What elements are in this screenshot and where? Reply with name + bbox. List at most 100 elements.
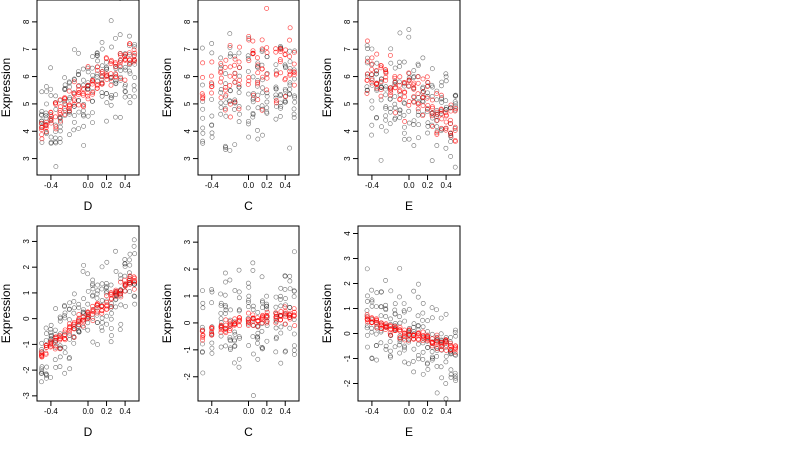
data-point-black xyxy=(402,124,407,130)
data-point-red xyxy=(392,74,398,79)
y-tick-label: 6 xyxy=(183,74,192,79)
data-point-black xyxy=(434,307,439,313)
data-point-black xyxy=(223,71,228,77)
y-tick-label: 6 xyxy=(343,74,352,79)
data-point-black xyxy=(273,84,279,90)
data-point-black xyxy=(62,87,68,93)
data-point-red xyxy=(420,88,426,94)
data-point-black xyxy=(264,71,270,76)
data-point-black xyxy=(401,112,407,118)
data-point-black xyxy=(95,342,100,347)
data-point-red xyxy=(388,90,394,95)
data-point-black xyxy=(282,286,288,292)
data-point-red xyxy=(425,80,431,86)
data-point-black xyxy=(434,124,440,130)
data-point-black xyxy=(246,304,251,310)
data-point-black xyxy=(287,278,293,284)
data-point-black xyxy=(218,333,224,339)
data-point-red xyxy=(85,90,91,96)
data-point-red xyxy=(71,321,77,327)
data-point-red xyxy=(127,41,133,47)
data-point-black xyxy=(273,334,279,340)
data-point-black xyxy=(411,68,417,73)
data-point-red xyxy=(429,340,435,346)
data-point-black xyxy=(81,123,86,129)
data-point-red xyxy=(392,326,398,332)
data-point-red xyxy=(452,127,458,133)
data-point-black xyxy=(278,285,284,291)
y-tick-label: -2 xyxy=(343,379,352,387)
data-point-black xyxy=(411,288,417,294)
y-axis-label: Expression xyxy=(160,284,174,343)
data-point-red xyxy=(227,83,233,88)
data-point-red xyxy=(291,313,297,319)
y-tick-label: 4 xyxy=(343,128,352,133)
data-point-black xyxy=(122,261,128,267)
data-point-black xyxy=(67,366,73,372)
data-point-black xyxy=(264,301,270,307)
data-point-red xyxy=(434,332,440,338)
x-tick-label: -0.4 xyxy=(205,181,219,190)
data-point-red xyxy=(71,326,77,332)
data-point-red xyxy=(447,117,453,123)
data-point-black xyxy=(425,360,430,366)
data-point-black xyxy=(277,100,283,106)
data-point-black xyxy=(287,273,293,279)
data-point-black xyxy=(411,143,417,148)
data-point-red xyxy=(434,131,440,137)
data-point-black xyxy=(378,304,384,310)
points-layer xyxy=(364,266,459,401)
data-point-red xyxy=(131,47,137,53)
data-point-red xyxy=(108,61,114,67)
data-point-black xyxy=(90,110,95,116)
data-point-black xyxy=(85,113,91,119)
data-point-red xyxy=(283,94,288,100)
panel-bottom-right: -0.4 0.0 0.2 0.4 -2 -1 0 1 2 3 4 E Expression xyxy=(320,225,461,439)
y-tick-label: 0 xyxy=(22,316,31,321)
data-point-red xyxy=(227,319,233,325)
data-point-black xyxy=(255,340,260,346)
data-point-black xyxy=(94,320,100,326)
data-point-red xyxy=(209,325,214,330)
data-point-black xyxy=(369,329,375,335)
data-point-black xyxy=(443,345,449,350)
data-point-black xyxy=(392,116,398,122)
data-point-black xyxy=(209,300,215,306)
data-point-black xyxy=(231,360,237,366)
data-point-red xyxy=(200,335,206,341)
data-point-red xyxy=(264,5,270,11)
x-axis-label: C xyxy=(244,425,253,439)
data-point-red xyxy=(369,72,375,77)
data-point-black xyxy=(420,317,425,323)
data-point-black xyxy=(402,137,407,142)
data-point-black xyxy=(39,108,45,114)
data-point-black xyxy=(434,363,440,369)
data-point-black xyxy=(227,53,233,59)
data-point-black xyxy=(250,268,256,273)
data-point-red xyxy=(48,115,54,121)
data-point-black xyxy=(401,301,407,307)
data-point-black xyxy=(122,88,128,94)
data-point-black xyxy=(108,282,114,288)
data-point-black xyxy=(232,343,238,349)
data-point-black xyxy=(411,346,417,352)
data-point-black xyxy=(232,53,238,59)
data-point-black xyxy=(250,99,256,105)
data-point-black xyxy=(104,91,109,96)
data-point-black xyxy=(373,343,379,349)
data-point-red xyxy=(392,85,398,91)
data-point-black xyxy=(273,325,279,331)
data-point-black xyxy=(260,345,266,351)
data-point-red xyxy=(273,46,279,52)
data-point-black xyxy=(379,124,384,130)
data-point-black xyxy=(200,288,205,294)
data-point-black xyxy=(209,287,215,292)
data-point-red xyxy=(283,47,289,53)
data-point-black xyxy=(43,113,49,119)
data-point-red xyxy=(452,347,458,353)
data-point-black xyxy=(44,89,49,95)
data-point-red xyxy=(255,318,261,324)
data-point-black xyxy=(424,109,430,114)
data-point-red xyxy=(132,279,138,285)
data-point-black xyxy=(67,332,72,338)
